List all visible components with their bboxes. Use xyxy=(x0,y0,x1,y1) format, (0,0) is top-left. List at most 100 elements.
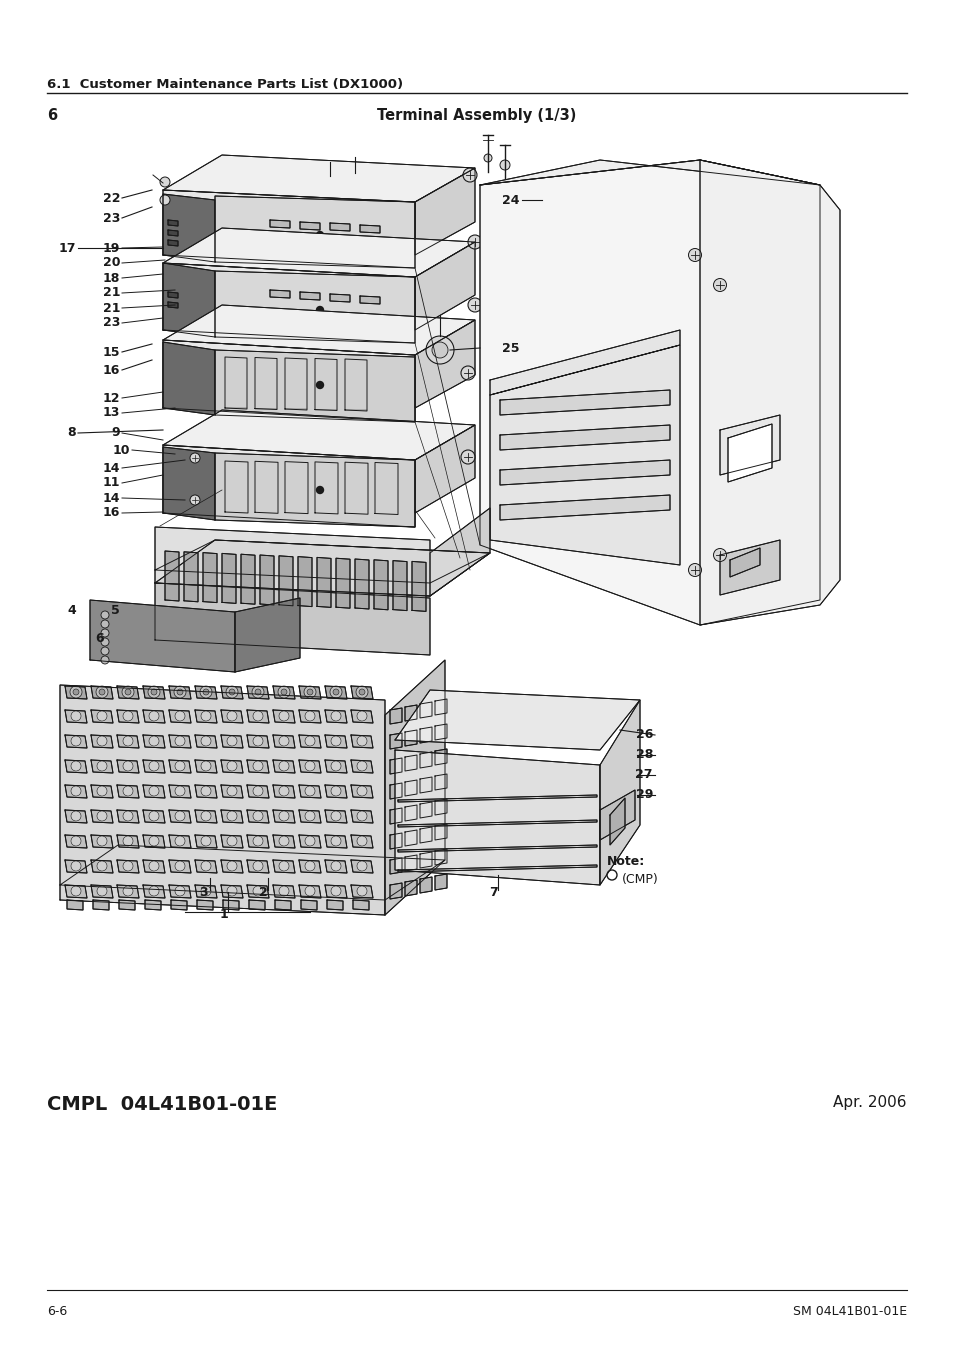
Polygon shape xyxy=(298,836,320,848)
Polygon shape xyxy=(117,784,139,798)
Circle shape xyxy=(356,786,367,796)
Circle shape xyxy=(331,761,340,771)
Polygon shape xyxy=(278,556,293,606)
Text: 6-6: 6-6 xyxy=(47,1305,67,1318)
Polygon shape xyxy=(359,296,379,304)
Text: SM 04L41B01-01E: SM 04L41B01-01E xyxy=(792,1305,906,1318)
Circle shape xyxy=(160,177,170,188)
Text: 20: 20 xyxy=(102,256,120,270)
Circle shape xyxy=(70,686,82,698)
Text: 7: 7 xyxy=(489,887,497,899)
Polygon shape xyxy=(225,460,248,513)
Circle shape xyxy=(123,711,132,721)
Circle shape xyxy=(331,886,340,896)
Polygon shape xyxy=(727,424,771,482)
Circle shape xyxy=(305,811,314,821)
Polygon shape xyxy=(390,833,401,849)
Polygon shape xyxy=(298,860,320,873)
Circle shape xyxy=(432,342,448,358)
Circle shape xyxy=(278,886,289,896)
Text: 2: 2 xyxy=(259,887,268,899)
Polygon shape xyxy=(65,686,87,699)
Text: 16: 16 xyxy=(103,363,120,377)
Text: 10: 10 xyxy=(112,444,130,456)
Text: 13: 13 xyxy=(103,406,120,420)
Circle shape xyxy=(101,612,109,620)
Text: 19: 19 xyxy=(103,242,120,255)
Polygon shape xyxy=(479,161,820,625)
Polygon shape xyxy=(390,733,401,749)
Polygon shape xyxy=(91,734,112,748)
Polygon shape xyxy=(168,302,178,308)
Polygon shape xyxy=(405,805,416,821)
Text: 3: 3 xyxy=(199,887,208,899)
Polygon shape xyxy=(298,760,320,774)
Polygon shape xyxy=(390,707,401,724)
Polygon shape xyxy=(301,900,316,910)
Circle shape xyxy=(278,736,289,747)
Polygon shape xyxy=(397,845,597,852)
Circle shape xyxy=(278,861,289,871)
Polygon shape xyxy=(351,686,373,699)
Polygon shape xyxy=(194,710,216,724)
Circle shape xyxy=(101,629,109,637)
Polygon shape xyxy=(720,414,780,475)
Polygon shape xyxy=(270,220,290,228)
Circle shape xyxy=(253,711,263,721)
Polygon shape xyxy=(247,886,269,898)
Circle shape xyxy=(201,811,211,821)
Circle shape xyxy=(151,688,157,695)
Polygon shape xyxy=(499,425,669,450)
Text: CMPL  04L41B01-01E: CMPL 04L41B01-01E xyxy=(47,1095,277,1114)
Polygon shape xyxy=(65,886,87,898)
Polygon shape xyxy=(91,784,112,798)
Text: 8: 8 xyxy=(68,427,76,440)
Circle shape xyxy=(227,886,236,896)
Circle shape xyxy=(460,450,475,464)
Polygon shape xyxy=(397,865,597,872)
Text: 11: 11 xyxy=(102,477,120,490)
Circle shape xyxy=(305,736,314,747)
Text: 17: 17 xyxy=(58,242,76,255)
Circle shape xyxy=(688,563,700,576)
Text: 12: 12 xyxy=(102,392,120,405)
Circle shape xyxy=(149,811,159,821)
Circle shape xyxy=(713,548,726,562)
Polygon shape xyxy=(351,886,373,898)
Text: 6.1  Customer Maintenance Parts List (DX1000): 6.1 Customer Maintenance Parts List (DX1… xyxy=(47,78,403,90)
Polygon shape xyxy=(143,860,165,873)
Polygon shape xyxy=(169,860,191,873)
Polygon shape xyxy=(273,734,294,748)
Polygon shape xyxy=(163,190,415,269)
Polygon shape xyxy=(60,684,385,915)
Polygon shape xyxy=(285,462,308,513)
Polygon shape xyxy=(117,860,139,873)
Polygon shape xyxy=(163,155,475,202)
Polygon shape xyxy=(419,778,432,792)
Circle shape xyxy=(278,761,289,771)
Circle shape xyxy=(331,786,340,796)
Circle shape xyxy=(122,686,133,698)
Polygon shape xyxy=(91,760,112,774)
Circle shape xyxy=(227,761,236,771)
Text: 16: 16 xyxy=(103,506,120,520)
Circle shape xyxy=(305,786,314,796)
Polygon shape xyxy=(353,900,369,910)
Circle shape xyxy=(462,167,476,182)
Circle shape xyxy=(227,711,236,721)
Polygon shape xyxy=(221,886,243,898)
Circle shape xyxy=(201,761,211,771)
Circle shape xyxy=(97,861,107,871)
Text: 6: 6 xyxy=(95,632,104,644)
Polygon shape xyxy=(203,552,216,602)
Polygon shape xyxy=(720,540,780,595)
Text: 5: 5 xyxy=(112,603,120,617)
Polygon shape xyxy=(169,760,191,774)
Text: Apr. 2006: Apr. 2006 xyxy=(833,1095,906,1110)
Polygon shape xyxy=(325,784,347,798)
Polygon shape xyxy=(415,425,475,513)
Polygon shape xyxy=(143,760,165,774)
Polygon shape xyxy=(168,220,178,225)
Polygon shape xyxy=(234,598,299,672)
Polygon shape xyxy=(143,784,165,798)
